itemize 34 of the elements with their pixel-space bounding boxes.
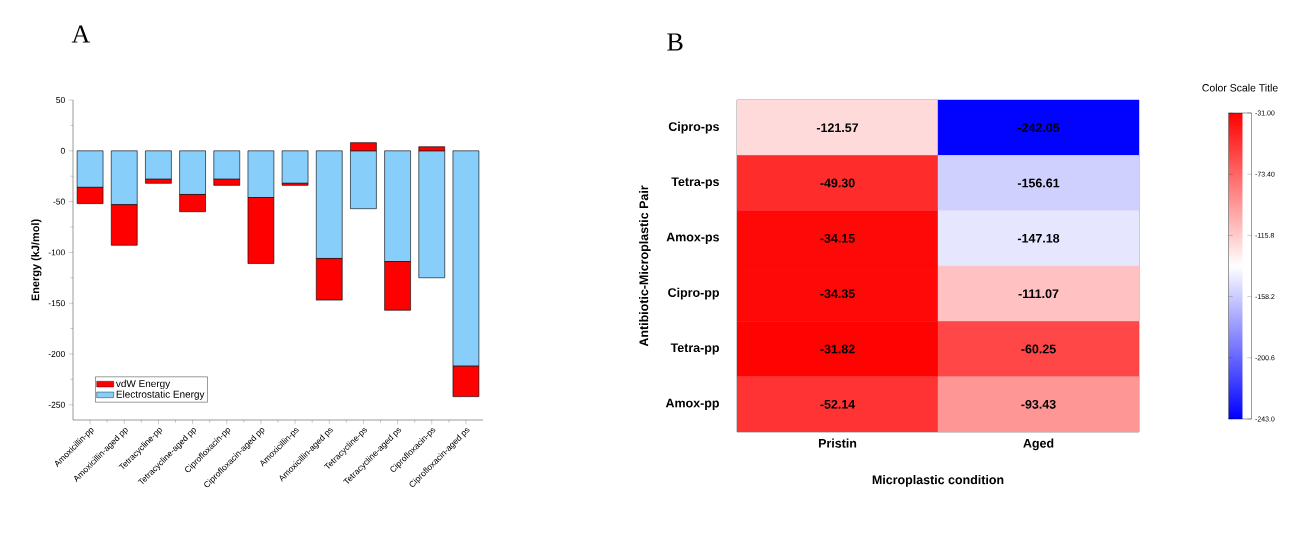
y-tick-label: Cipro-pp [668, 287, 719, 300]
y-tick-label: Amox-ps [666, 232, 719, 244]
x-tick-label: Pristin [818, 438, 857, 448]
y-tick-label: -200 [48, 350, 65, 357]
data-label: -31.82 [820, 344, 855, 354]
y-axis-title: Antibiotic-Microplastic Pair [639, 185, 651, 347]
y-tick-label: -100 [48, 249, 65, 256]
data-label: -52.14 [820, 399, 856, 409]
y-tick-label: Cipro-ps [668, 121, 719, 134]
chart-title: A [71, 25, 91, 43]
data-label: -34.35 [820, 289, 855, 299]
y-tick-label: Amox-pp [665, 398, 719, 410]
x-tick-label: Aged [1023, 438, 1054, 451]
y-tick-label: -50 [53, 198, 65, 205]
x-axis-title: Microplastic condition [872, 475, 1004, 487]
y-tick-label: 50 [56, 97, 65, 103]
legend-label: Electrostatic Energy [116, 390, 205, 400]
data-label: -93.43 [1021, 399, 1056, 409]
y-tick-label: 0 [60, 147, 65, 154]
y-tick-label: -150 [48, 300, 65, 307]
data-label: -34.15 [820, 233, 855, 243]
data-label: -49.30 [820, 178, 855, 188]
y-tick-label: -250 [48, 401, 65, 408]
y-tick-label: Tetra-pp [670, 343, 719, 355]
color-bar-title: Color Scale Title [1202, 83, 1278, 92]
chart-title: B [667, 33, 683, 51]
y-axis-title: Energy (kJ/mol) [31, 219, 42, 301]
data-label: -147.18 [1017, 233, 1060, 243]
data-label: -60.25 [1021, 344, 1056, 354]
legend-label: vdW Energy [115, 379, 171, 390]
y-tick-label: Tetra-ps [671, 177, 719, 189]
data-label: -156.61 [1017, 178, 1060, 188]
data-label: -121.57 [816, 123, 859, 133]
data-label: -111.07 [1018, 289, 1059, 299]
